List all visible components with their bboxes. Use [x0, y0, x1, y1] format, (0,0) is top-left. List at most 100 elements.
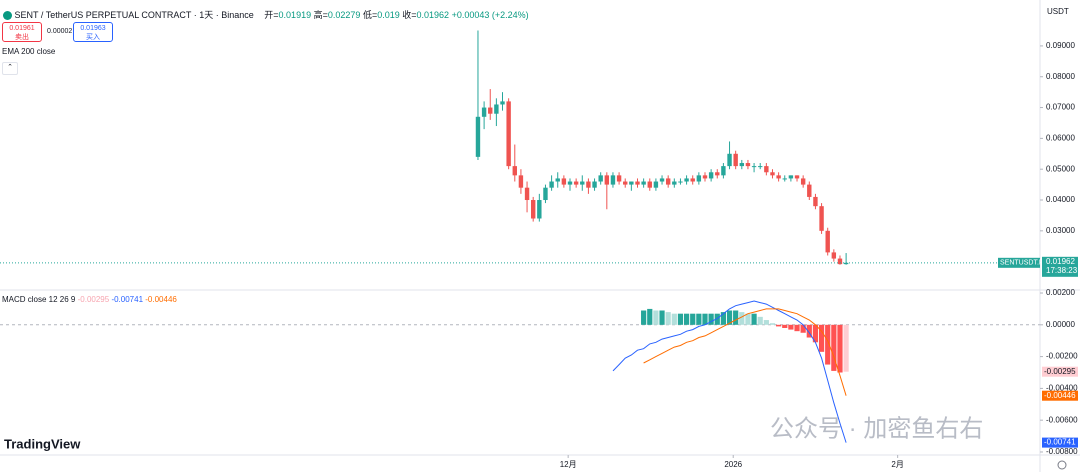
histogram-bar: [818, 324, 825, 352]
candle-body: [739, 163, 745, 167]
candle-body: [715, 172, 720, 176]
logo: TradingView: [4, 436, 81, 451]
candle-body: [524, 187, 530, 201]
sell-label: 卖出: [15, 34, 29, 41]
hist-value: -0.00295: [77, 295, 110, 304]
histogram-bar: [720, 312, 726, 325]
h-label: 高=: [313, 10, 328, 20]
candle-body: [684, 178, 689, 182]
collapse-button[interactable]: ⌃: [2, 62, 18, 75]
candle-body: [837, 258, 843, 265]
histogram-bar: [665, 312, 671, 325]
y-tick-label: 0.03000: [1046, 226, 1075, 235]
histogram-bar: [739, 312, 745, 325]
buy-price: 0.01963: [80, 25, 106, 32]
indicator-ema: EMA 200 close: [2, 47, 56, 56]
candle-body: [598, 175, 603, 182]
candle-body: [758, 166, 763, 168]
y-tick-label: 0.00200: [1046, 288, 1075, 297]
histogram-bar: [769, 323, 776, 325]
signal-value: -0.00446: [145, 295, 177, 304]
c-value: 0.01962: [416, 10, 450, 20]
y-tick-label: 0.07000: [1046, 103, 1075, 112]
candle-body: [672, 181, 677, 185]
currency: USDT: [1047, 7, 1069, 16]
y-tick-label: 0.09000: [1046, 41, 1075, 50]
y-tick-label: 0.08000: [1046, 72, 1075, 81]
histogram-bar: [659, 310, 665, 325]
candle-body: [733, 153, 738, 167]
histogram-bar: [677, 313, 684, 325]
symbol-badge: SENTUSDT.P: [1000, 260, 1044, 267]
o-label: 开=: [264, 10, 279, 20]
candle-body: [708, 172, 714, 179]
candle-body: [776, 175, 781, 179]
histogram-bar: [653, 310, 659, 325]
candle-body: [825, 230, 830, 253]
candle-body: [623, 181, 628, 185]
change: +0.00043: [451, 10, 490, 20]
candle-body: [530, 200, 536, 219]
candle-body: [770, 172, 775, 176]
histogram-bar: [831, 324, 837, 371]
candle-body: [653, 181, 659, 188]
histogram-bar: [800, 324, 806, 333]
candle-body: [537, 200, 542, 219]
macd-title: MACD close 12 26 9: [2, 295, 76, 304]
symbol-icon: [3, 11, 12, 21]
price-badge: 0.01962: [1046, 257, 1075, 266]
sell-button[interactable]: 0.01961 卖出: [2, 22, 42, 42]
spread: 0.00002: [47, 28, 73, 35]
buy-label: 买入: [86, 34, 100, 41]
watermark: 公众号 · 加密鱼右右: [770, 415, 983, 442]
settings-icon[interactable]: [1057, 460, 1067, 470]
y-tick-label: 0.00000: [1046, 320, 1075, 329]
histogram-bar: [696, 313, 702, 325]
macd-value: -0.00741: [111, 295, 144, 304]
candle-body: [745, 163, 751, 167]
y-tick-label: 0.04000: [1046, 195, 1075, 204]
buy-button[interactable]: 0.01963 买入: [73, 22, 113, 42]
candle-body: [702, 175, 708, 179]
c-label: 收=: [402, 10, 417, 20]
histogram-bar: [702, 313, 708, 325]
y-tick-label: -0.00600: [1046, 415, 1078, 424]
candle-body: [727, 153, 732, 167]
axis-badge-bg: [1042, 437, 1078, 448]
candle-body: [616, 175, 622, 182]
histogram-bar: [733, 310, 739, 325]
histogram-bar: [708, 313, 714, 325]
axis-badge: -0.00446: [1044, 391, 1076, 400]
candle-body: [764, 166, 769, 173]
candle-body: [641, 181, 646, 185]
candle-body: [635, 181, 640, 185]
histogram-bar: [647, 308, 653, 325]
histogram-bar: [788, 324, 794, 330]
candle-body: [500, 101, 505, 105]
price-badge-bg: [1042, 256, 1078, 277]
histogram-bar: [751, 313, 757, 325]
candle-body: [488, 107, 493, 114]
x-tick-label: 12月: [560, 460, 577, 469]
histogram-bar: [671, 313, 677, 325]
candle-body: [794, 175, 800, 179]
h-value: 0.02279: [327, 10, 361, 20]
axis-badge-bg: [1042, 366, 1078, 377]
histogram-bar: [745, 313, 751, 325]
histogram-bar: [714, 313, 720, 325]
symbol-badge-bg: [998, 257, 1040, 268]
candle-body: [604, 175, 610, 185]
candle-body: [580, 181, 585, 185]
y-tick-label: 0.05000: [1046, 164, 1075, 173]
histogram-bar: [757, 316, 763, 325]
countdown: 17:38:23: [1046, 266, 1078, 275]
y-tick-label: -0.00800: [1046, 447, 1078, 456]
candle-body: [819, 206, 824, 231]
candle-body: [573, 181, 579, 185]
y-tick-label: -0.00400: [1046, 384, 1078, 393]
change-pct: (+2.24%): [491, 10, 529, 20]
candle-body: [629, 181, 634, 185]
histogram-bar: [683, 313, 690, 325]
axis-badge: -0.00295: [1044, 367, 1076, 376]
